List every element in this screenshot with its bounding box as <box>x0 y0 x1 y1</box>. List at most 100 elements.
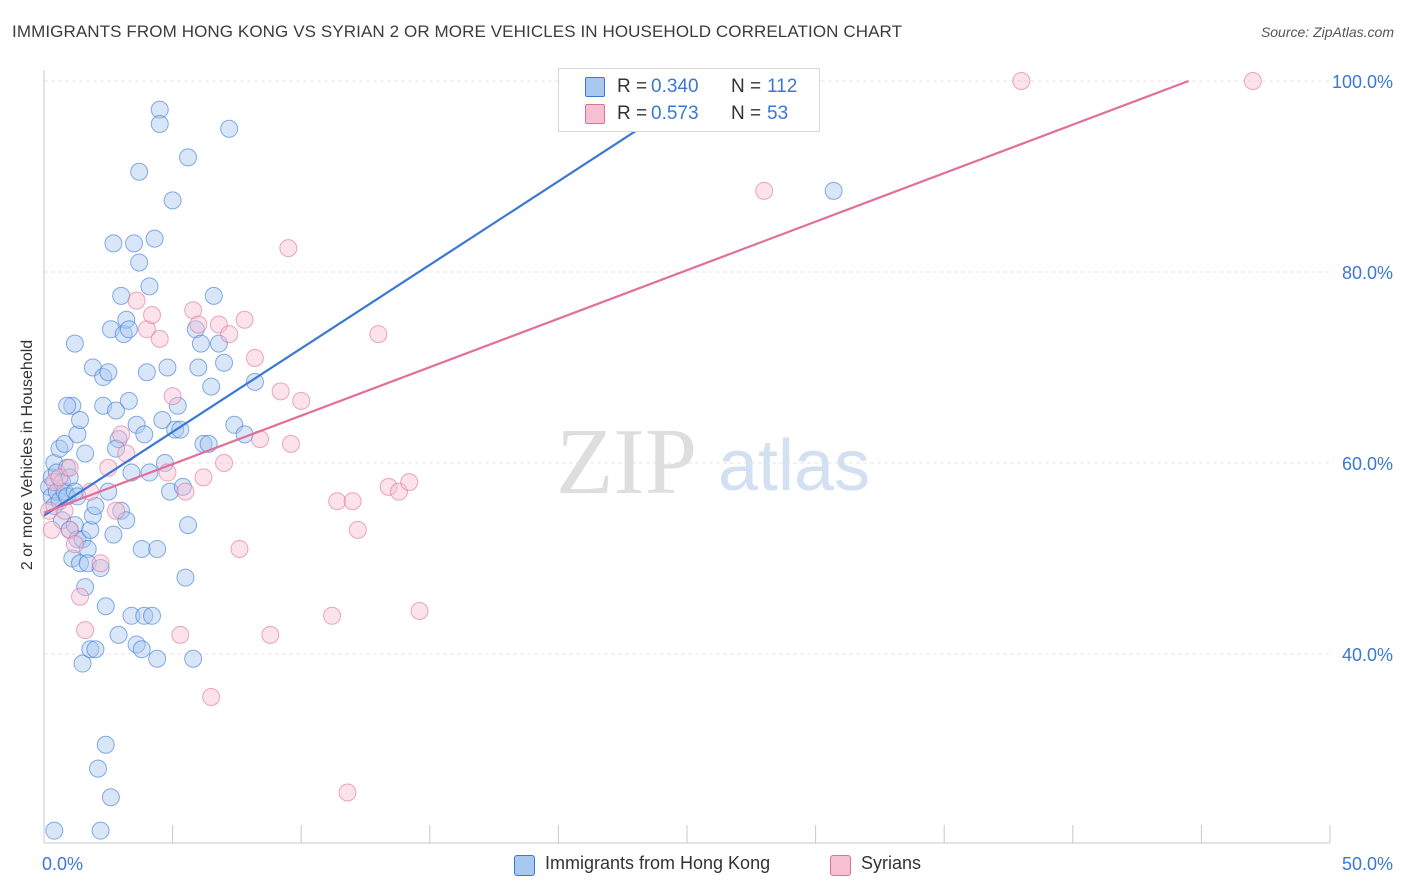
data-point-blue <box>140 277 159 296</box>
data-point-pink <box>379 477 398 496</box>
watermark: ZIP atlas <box>556 410 870 514</box>
y-tick-label: 60.0% <box>1342 454 1393 474</box>
data-point-blue <box>58 396 77 415</box>
data-point-blue <box>189 358 208 377</box>
data-point-blue <box>186 320 205 339</box>
data-point-pink <box>261 625 280 644</box>
data-point-blue <box>202 377 221 396</box>
data-point-pink <box>189 315 208 334</box>
data-point-pink <box>271 382 290 401</box>
data-point-blue <box>153 411 172 430</box>
data-point-pink <box>143 305 162 324</box>
x-tick-label: 0.0% <box>42 854 83 874</box>
data-point-pink <box>1243 72 1262 90</box>
data-point-blue <box>109 625 128 644</box>
data-point-blue <box>104 234 123 253</box>
data-point-blue <box>119 391 138 410</box>
legend-r-value: 0.573 <box>651 103 699 124</box>
data-point-pink <box>171 625 190 644</box>
data-point-blue <box>130 253 149 272</box>
data-point-blue <box>114 325 133 344</box>
data-point-blue <box>68 425 87 444</box>
data-point-pink <box>369 325 388 344</box>
data-point-blue <box>42 468 61 487</box>
grid-lines <box>44 80 1330 655</box>
data-point-blue <box>76 444 95 463</box>
data-point-blue <box>143 606 162 625</box>
data-point-blue <box>173 477 192 496</box>
data-point-pink <box>65 535 84 554</box>
y-axis-label: 2 or more Vehicles in Household <box>19 339 36 571</box>
data-point-blue <box>148 539 167 558</box>
data-points <box>40 72 1262 840</box>
series-legend: Immigrants from Hong Kong Syrians <box>0 852 1406 878</box>
data-point-blue <box>73 654 92 673</box>
data-point-pink <box>235 310 254 329</box>
data-point-blue <box>125 234 144 253</box>
data-point-blue <box>158 358 177 377</box>
trend-line-blue <box>43 80 714 517</box>
y-tick-label: 100.0% <box>1332 72 1393 92</box>
data-point-pink <box>410 602 429 621</box>
watermark-atlas: atlas <box>718 426 870 506</box>
data-point-blue <box>168 396 187 415</box>
data-point-pink <box>220 325 239 344</box>
data-point-blue <box>55 434 74 453</box>
data-point-blue <box>96 735 115 754</box>
data-point-pink <box>1012 72 1031 90</box>
data-point-blue <box>135 425 154 444</box>
legend-swatch-blue <box>585 77 605 97</box>
data-point-blue <box>127 635 146 654</box>
data-point-blue <box>137 363 156 382</box>
data-point-pink <box>184 301 203 320</box>
data-point-pink <box>76 621 95 640</box>
legend-label: Immigrants from Hong Kong <box>545 853 771 873</box>
data-point-blue <box>89 759 108 778</box>
data-point-blue <box>179 516 198 535</box>
data-point-pink <box>45 473 64 492</box>
data-point-blue <box>150 100 169 119</box>
data-point-blue <box>81 520 100 539</box>
legend-n-label: N = <box>731 103 762 124</box>
chart-title: IMMIGRANTS FROM HONG KONG VS SYRIAN 2 OR… <box>12 22 903 41</box>
data-point-blue <box>215 353 234 372</box>
data-point-blue <box>112 501 131 520</box>
data-point-blue <box>179 148 198 167</box>
data-point-pink <box>323 606 342 625</box>
data-point-blue <box>107 401 126 420</box>
source-credit: Source: ZipAtlas.com <box>1260 24 1394 40</box>
tick-labels: 40.0% 60.0% 80.0% 100.0% 0.0% 50.0% <box>42 72 1393 874</box>
data-point-pink <box>194 468 213 487</box>
data-point-blue <box>145 229 164 248</box>
data-point-pink <box>42 520 61 539</box>
x-tick-label: 50.0% <box>1342 854 1393 874</box>
data-point-blue <box>101 788 120 807</box>
data-point-blue <box>91 821 110 840</box>
data-point-blue <box>50 439 69 458</box>
data-point-blue <box>107 439 126 458</box>
legend-swatch-pink <box>585 104 605 124</box>
data-point-pink <box>163 387 182 406</box>
data-point-pink <box>71 587 90 606</box>
data-point-pink <box>150 329 169 348</box>
legend-r-label: R = <box>617 76 648 97</box>
data-point-blue <box>91 559 110 578</box>
data-point-pink <box>338 783 357 802</box>
data-point-blue <box>86 496 105 515</box>
legend-n-value: 53 <box>767 103 789 124</box>
data-point-blue <box>220 119 239 138</box>
legend-row-syrians: R = 0.573 N = 53 <box>559 101 819 127</box>
data-point-pink <box>281 434 300 453</box>
data-point-pink <box>348 520 367 539</box>
data-point-pink <box>292 391 311 410</box>
data-point-blue <box>132 539 151 558</box>
axes <box>43 70 1331 844</box>
data-point-blue <box>163 191 182 210</box>
data-point-blue <box>176 568 195 587</box>
data-point-blue <box>71 411 90 430</box>
data-point-pink <box>328 492 347 511</box>
data-point-blue <box>122 463 141 482</box>
data-point-blue <box>71 554 90 573</box>
legend-r-label: R = <box>617 103 648 124</box>
data-point-pink <box>107 501 126 520</box>
